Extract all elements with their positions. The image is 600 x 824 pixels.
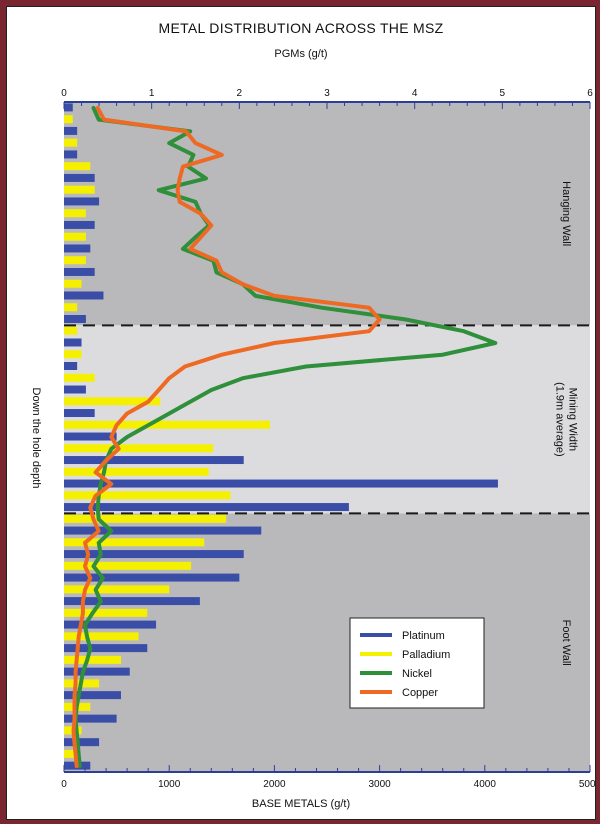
bar-palladium — [64, 514, 227, 523]
top-tick-label: 5 — [500, 88, 506, 99]
bottom-tick-label: 5000 — [579, 779, 595, 790]
bar-palladium — [64, 397, 161, 406]
legend: Platinum Palladium Nickel Copper — [349, 617, 485, 709]
bar-platinum — [64, 244, 91, 253]
bar-layer — [64, 103, 498, 770]
bar-platinum — [64, 338, 82, 347]
bottom-tick-label: 1000 — [158, 779, 181, 790]
bar-palladium — [64, 115, 73, 124]
bar-platinum — [64, 456, 244, 465]
bar-platinum — [64, 644, 148, 653]
bar-palladium — [64, 162, 91, 171]
zone-label: Mining Width — [567, 388, 579, 452]
bar-palladium — [64, 538, 205, 547]
top-tick-label: 0 — [61, 88, 67, 99]
bar-palladium — [64, 326, 78, 335]
zone-band — [64, 102, 590, 326]
bar-palladium — [64, 232, 86, 241]
top-tick-label: 2 — [237, 88, 243, 99]
bar-platinum — [64, 385, 86, 394]
bar-palladium — [64, 444, 214, 453]
bar-palladium — [64, 632, 139, 641]
bar-palladium — [64, 350, 82, 359]
bar-platinum — [64, 573, 240, 582]
bar-palladium — [64, 561, 192, 570]
bar-palladium — [64, 256, 86, 265]
bar-palladium — [64, 303, 78, 312]
top-tick-label: 6 — [587, 88, 593, 99]
top-tick-label: 1 — [149, 88, 155, 99]
bar-platinum — [64, 526, 262, 535]
bar-platinum — [64, 150, 78, 159]
bar-platinum — [64, 220, 95, 229]
bar-platinum — [64, 362, 78, 370]
zone-label: Foot Wall — [560, 620, 572, 666]
bar-palladium — [64, 420, 271, 429]
bar-platinum — [64, 409, 95, 418]
bar-palladium — [64, 138, 78, 147]
msz-metal-chart: METAL DISTRIBUTION ACROSS THE MSZ PGMs (… — [30, 20, 595, 810]
zone-label: Hanging Wall — [560, 181, 572, 246]
bar-palladium — [64, 585, 170, 594]
bar-platinum — [64, 103, 73, 112]
bar-platinum — [64, 197, 100, 206]
bottom-tick-label: 4000 — [474, 779, 497, 790]
bar-palladium — [64, 185, 95, 194]
bar-palladium — [64, 491, 231, 500]
bottom-tick-label: 3000 — [368, 779, 391, 790]
bar-platinum — [64, 291, 104, 300]
legend-label: Copper — [402, 687, 438, 699]
legend-label: Platinum — [402, 630, 445, 642]
chart-panel: METAL DISTRIBUTION ACROSS THE MSZ PGMs (… — [6, 6, 596, 820]
bar-platinum — [64, 620, 157, 629]
y-axis-label: Down the hole depth — [30, 388, 42, 489]
bar-platinum — [64, 738, 100, 747]
zone-label: (1.9m average) — [554, 382, 566, 457]
bottom-tick-label: 0 — [61, 779, 67, 790]
bar-platinum — [64, 314, 86, 323]
legend-label: Palladium — [402, 649, 450, 661]
bar-platinum — [64, 597, 200, 606]
bar-palladium — [64, 749, 78, 758]
bar-palladium — [64, 608, 148, 617]
bar-palladium — [64, 467, 209, 476]
bottom-tick-label: 2000 — [263, 779, 286, 790]
top-tick-label: 3 — [324, 88, 330, 99]
line-copper — [71, 105, 382, 769]
bar-platinum — [64, 503, 349, 512]
bar-palladium — [64, 209, 86, 218]
bar-palladium — [64, 655, 121, 664]
bar-platinum — [64, 550, 244, 559]
bar-platinum — [64, 126, 78, 135]
top-axis-label: PGMs (g/t) — [274, 48, 327, 60]
line-layer — [71, 105, 498, 769]
bar-platinum — [64, 691, 121, 700]
bar-platinum — [64, 432, 117, 441]
zone-layer: Hanging Wall Mining Width(1.9m average) Fo… — [64, 102, 590, 772]
bar-platinum — [64, 479, 498, 488]
chart-title: METAL DISTRIBUTION ACROSS THE MSZ — [158, 20, 443, 36]
axis-layer: 0 1 2 3 4 5 6 0 1000 2000 3000 4000 5000 — [61, 88, 595, 790]
top-tick-label: 4 — [412, 88, 418, 99]
bar-platinum — [64, 173, 95, 182]
bar-platinum — [64, 667, 130, 676]
bar-platinum — [64, 714, 117, 723]
legend-label: Nickel — [402, 668, 432, 680]
bar-palladium — [64, 279, 82, 288]
bar-palladium — [64, 373, 95, 382]
bottom-axis-label: BASE METALS (g/t) — [252, 798, 350, 810]
bar-platinum — [64, 267, 95, 276]
